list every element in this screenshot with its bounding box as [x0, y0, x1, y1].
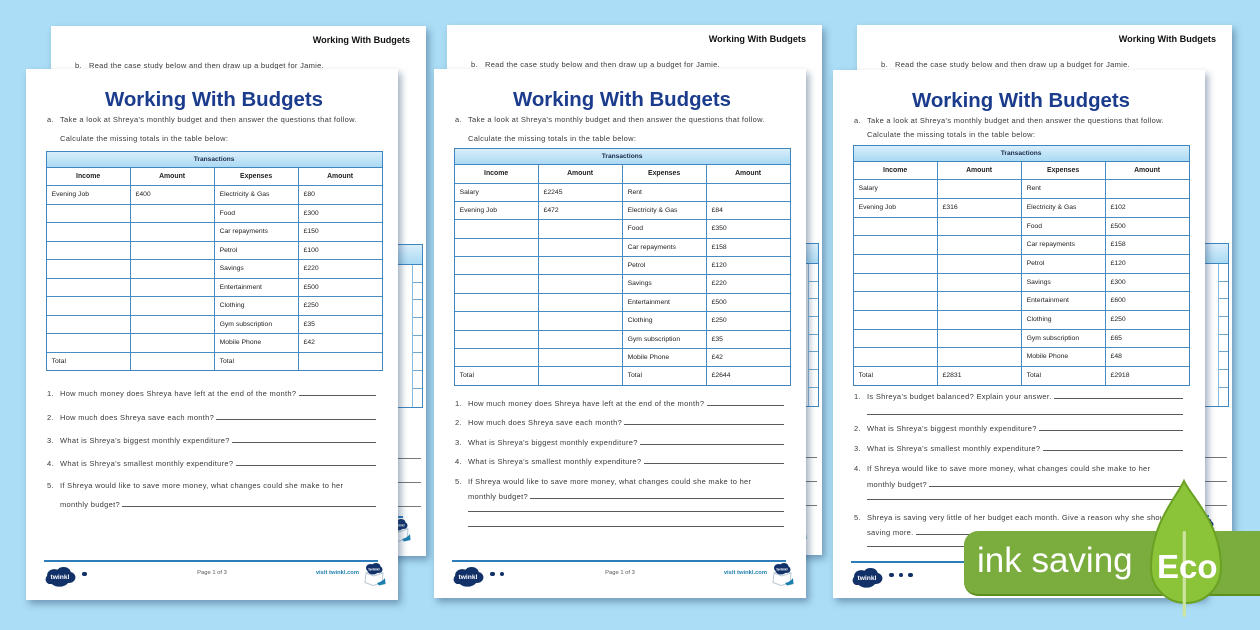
svg-text:twinkl: twinkl	[50, 574, 69, 581]
svg-text:twinkl: twinkl	[368, 567, 379, 572]
svg-text:twinkl: twinkl	[857, 575, 876, 582]
svg-text:twinkl: twinkl	[393, 523, 404, 528]
svg-text:twinkl: twinkl	[458, 574, 477, 581]
svg-text:twinkl: twinkl	[776, 567, 787, 572]
